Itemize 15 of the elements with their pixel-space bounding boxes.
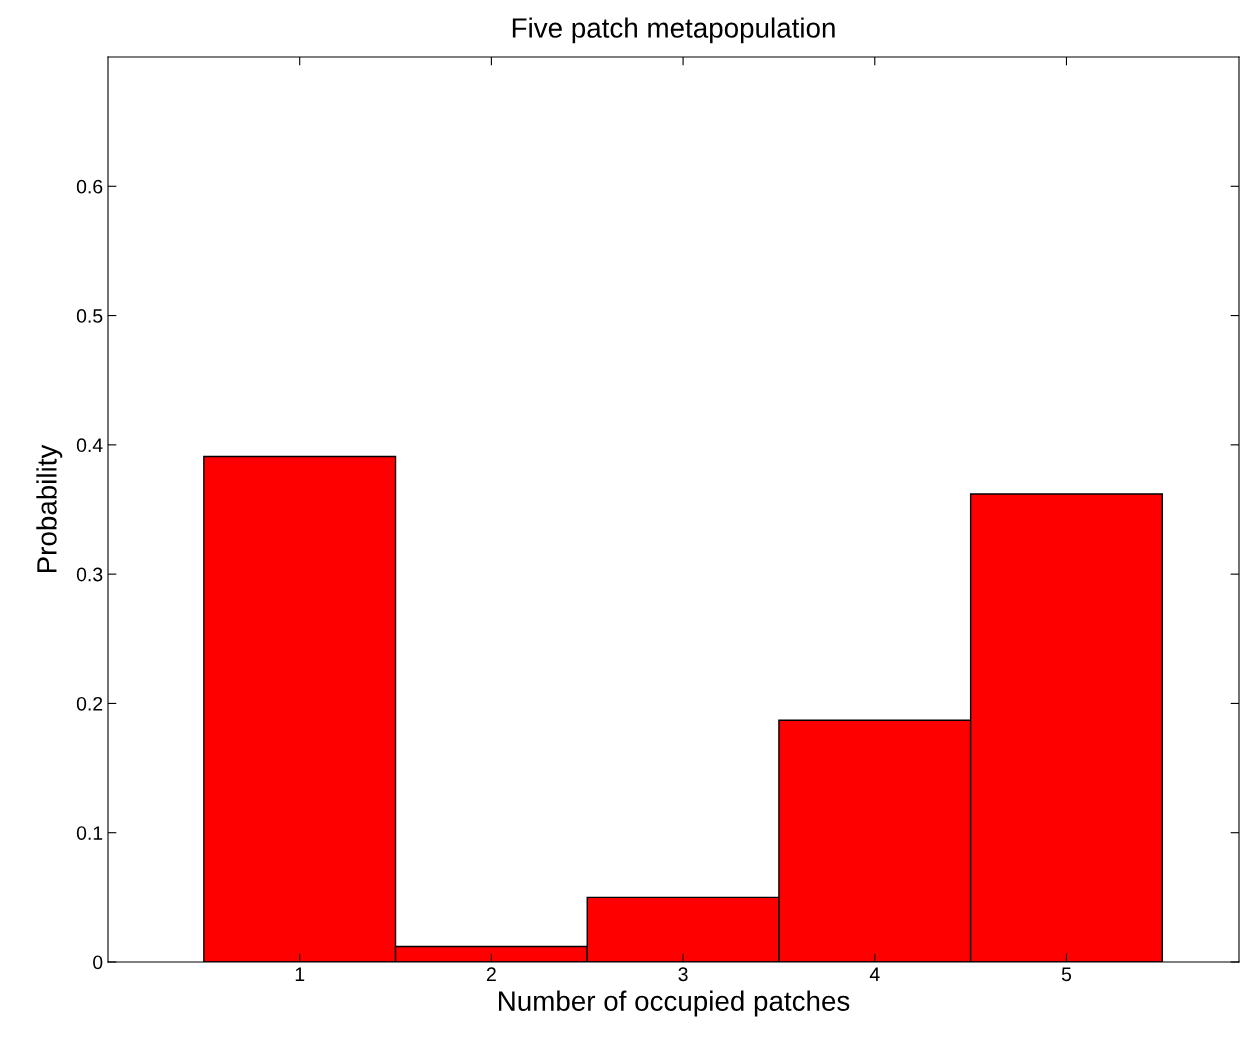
x-tick-label: 4 bbox=[869, 967, 880, 981]
x-tick-label: 5 bbox=[1061, 967, 1072, 982]
y-axis-title: Probability bbox=[36, 444, 63, 573]
y-tick-label: 0.2 bbox=[76, 696, 103, 711]
y-tick-label: 0.5 bbox=[76, 309, 103, 323]
x-tick-label: 1 bbox=[295, 967, 305, 981]
y-tick-label: 0 bbox=[93, 955, 103, 970]
y-tick-label: 0.4 bbox=[76, 438, 103, 453]
y-tick-label: 0.6 bbox=[76, 179, 103, 194]
chart-title: Five patch metapopulation bbox=[512, 17, 835, 44]
x-tick-label: 3 bbox=[678, 967, 688, 982]
x-tick-label: 2 bbox=[486, 967, 496, 981]
x-axis-title: Number of occupied patches bbox=[498, 990, 850, 1017]
y-tick-label: 0.1 bbox=[76, 826, 103, 840]
y-tick-label: 0.3 bbox=[76, 567, 103, 582]
